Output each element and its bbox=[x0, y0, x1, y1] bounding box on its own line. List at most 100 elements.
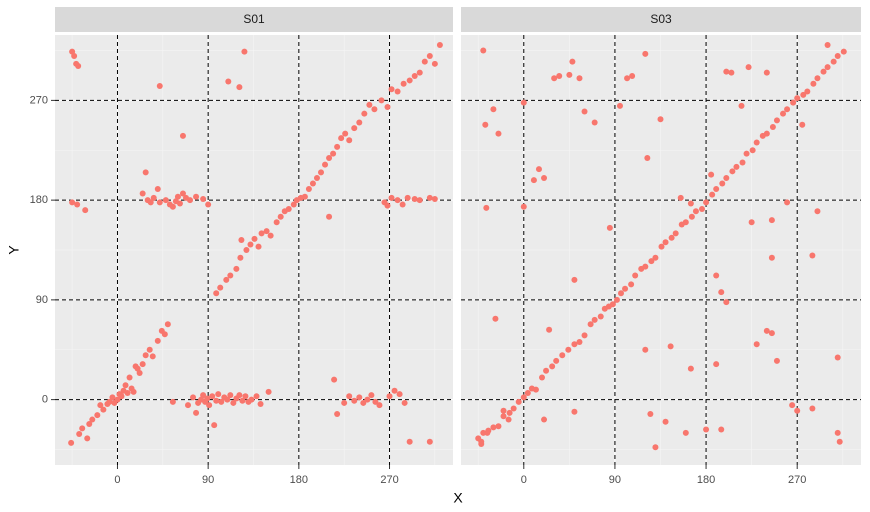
point bbox=[218, 398, 225, 405]
point bbox=[84, 435, 91, 442]
point bbox=[82, 207, 89, 214]
point bbox=[251, 235, 258, 242]
point bbox=[318, 169, 325, 176]
point bbox=[629, 73, 636, 80]
point bbox=[406, 77, 413, 84]
point bbox=[342, 130, 349, 137]
x-tick-label: 270 bbox=[380, 474, 398, 486]
point bbox=[713, 186, 720, 193]
point bbox=[597, 313, 604, 320]
point bbox=[267, 232, 274, 239]
point bbox=[729, 168, 736, 175]
point bbox=[520, 394, 527, 401]
point bbox=[334, 143, 341, 150]
point bbox=[142, 169, 149, 176]
point bbox=[386, 393, 393, 400]
point bbox=[426, 438, 433, 445]
point bbox=[230, 399, 237, 406]
point bbox=[326, 213, 333, 220]
point bbox=[89, 416, 96, 423]
y-tick-label: 90 bbox=[36, 294, 48, 306]
point bbox=[200, 196, 207, 203]
point bbox=[200, 392, 207, 399]
point bbox=[709, 191, 716, 198]
point bbox=[71, 53, 78, 60]
point bbox=[388, 86, 395, 93]
point bbox=[411, 73, 418, 80]
point bbox=[613, 296, 620, 303]
point bbox=[346, 137, 353, 144]
point bbox=[346, 393, 353, 400]
point bbox=[591, 316, 598, 323]
point bbox=[763, 130, 770, 137]
point bbox=[836, 438, 843, 445]
point bbox=[142, 352, 149, 359]
point bbox=[820, 68, 827, 75]
point bbox=[86, 420, 93, 427]
x-tick-label: 90 bbox=[609, 474, 621, 486]
point bbox=[609, 301, 616, 308]
point bbox=[624, 75, 631, 82]
point bbox=[565, 346, 572, 353]
point bbox=[149, 353, 156, 360]
point bbox=[421, 58, 428, 65]
point bbox=[217, 284, 224, 291]
point bbox=[571, 408, 578, 415]
point bbox=[185, 402, 192, 409]
panel-title: S01 bbox=[243, 12, 265, 26]
point bbox=[384, 202, 391, 209]
point bbox=[176, 200, 183, 207]
point bbox=[361, 110, 368, 117]
point bbox=[834, 354, 841, 361]
point bbox=[769, 123, 776, 130]
point bbox=[100, 406, 107, 413]
point bbox=[122, 382, 129, 389]
point bbox=[378, 97, 385, 104]
point bbox=[225, 78, 232, 85]
point bbox=[524, 389, 531, 396]
point bbox=[677, 194, 684, 201]
point bbox=[745, 64, 752, 71]
point bbox=[76, 430, 83, 437]
point bbox=[688, 213, 695, 220]
point bbox=[480, 47, 487, 54]
point bbox=[485, 427, 492, 434]
point bbox=[290, 201, 297, 208]
point bbox=[814, 75, 821, 82]
point bbox=[150, 194, 157, 201]
point bbox=[768, 254, 775, 261]
point bbox=[360, 399, 367, 406]
point bbox=[74, 201, 81, 208]
point bbox=[794, 95, 801, 102]
point bbox=[426, 53, 433, 60]
point bbox=[713, 361, 720, 368]
point bbox=[687, 365, 694, 372]
point bbox=[790, 99, 797, 106]
point bbox=[334, 411, 341, 418]
point bbox=[258, 230, 265, 237]
panel-title: S03 bbox=[650, 12, 672, 26]
point bbox=[227, 392, 234, 399]
point bbox=[139, 361, 146, 368]
point bbox=[247, 241, 254, 248]
point bbox=[187, 197, 194, 204]
point bbox=[124, 389, 131, 396]
point bbox=[824, 64, 831, 71]
point bbox=[399, 201, 406, 208]
point bbox=[371, 106, 378, 113]
point bbox=[581, 108, 588, 115]
point bbox=[351, 397, 358, 404]
point bbox=[164, 321, 171, 328]
point bbox=[338, 135, 345, 142]
point bbox=[753, 139, 760, 146]
point bbox=[530, 177, 537, 184]
point bbox=[672, 230, 679, 237]
point bbox=[799, 121, 806, 128]
point bbox=[830, 58, 837, 65]
point bbox=[824, 41, 831, 48]
point bbox=[154, 337, 161, 344]
point bbox=[642, 346, 649, 353]
point bbox=[301, 193, 308, 200]
point bbox=[556, 73, 563, 80]
point bbox=[739, 159, 746, 166]
